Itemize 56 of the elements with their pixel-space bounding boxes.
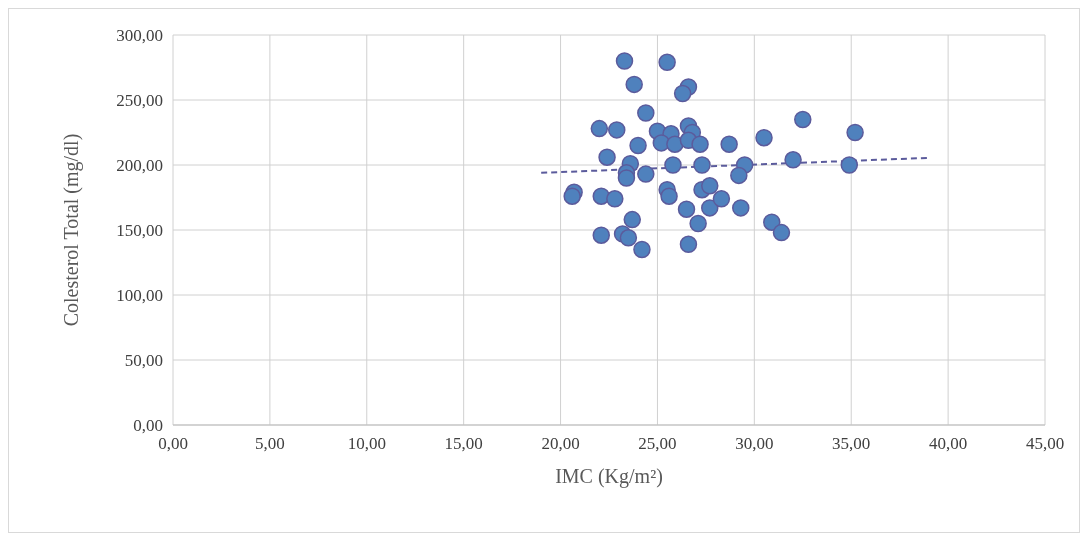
point: [772, 223, 791, 242]
x-axis-title: IMC (Kg/m²): [555, 465, 663, 488]
point: [664, 156, 682, 174]
point: [673, 84, 692, 103]
point: [730, 166, 748, 185]
point: [598, 148, 616, 166]
point: [840, 156, 859, 174]
point: [712, 190, 731, 208]
x-tick-label: 0,00: [158, 434, 188, 453]
point: [623, 210, 641, 229]
point: [625, 75, 643, 94]
point: [691, 135, 709, 153]
point: [590, 119, 609, 138]
x-tick-label: 10,00: [347, 434, 386, 453]
point: [619, 229, 638, 247]
point: [629, 136, 647, 155]
point: [660, 187, 678, 205]
point: [701, 199, 719, 217]
point: [633, 240, 651, 259]
x-tick-label: 45,00: [1025, 434, 1065, 453]
y-tick-label: 250,00: [116, 91, 163, 110]
point: [784, 151, 802, 169]
x-tick-label: 35,00: [832, 434, 871, 453]
y-tick-label: 0,00: [133, 416, 163, 435]
x-tick-label: 5,00: [255, 434, 285, 453]
point: [677, 200, 696, 218]
point: [606, 190, 624, 208]
point: [658, 53, 676, 72]
point: [763, 213, 781, 231]
point: [794, 110, 812, 129]
point: [693, 156, 711, 174]
y-tick-label: 300,00: [116, 26, 163, 45]
point: [679, 235, 698, 254]
point: [689, 214, 707, 233]
point: [617, 169, 636, 187]
x-tick-label: 20,00: [541, 434, 580, 453]
point: [615, 52, 634, 70]
point: [637, 104, 655, 122]
x-tick-label: 30,00: [735, 434, 774, 453]
point: [755, 128, 773, 147]
point: [563, 187, 581, 205]
y-axis-title: Colesterol Total (mg/dl): [60, 133, 83, 327]
y-tick-label: 100,00: [116, 286, 163, 305]
point: [592, 226, 610, 244]
y-tick-label: 200,00: [116, 156, 163, 175]
point: [637, 165, 655, 183]
x-tick-label: 15,00: [444, 434, 483, 453]
point: [732, 199, 750, 217]
y-tick-label: 50,00: [124, 351, 163, 370]
point: [608, 121, 626, 139]
x-tick-label: 40,00: [928, 434, 968, 453]
y-tick-label: 150,00: [116, 221, 163, 240]
point: [720, 135, 738, 153]
point: [701, 177, 719, 195]
x-tick-label: 25,00: [638, 434, 677, 453]
point: [846, 123, 864, 142]
